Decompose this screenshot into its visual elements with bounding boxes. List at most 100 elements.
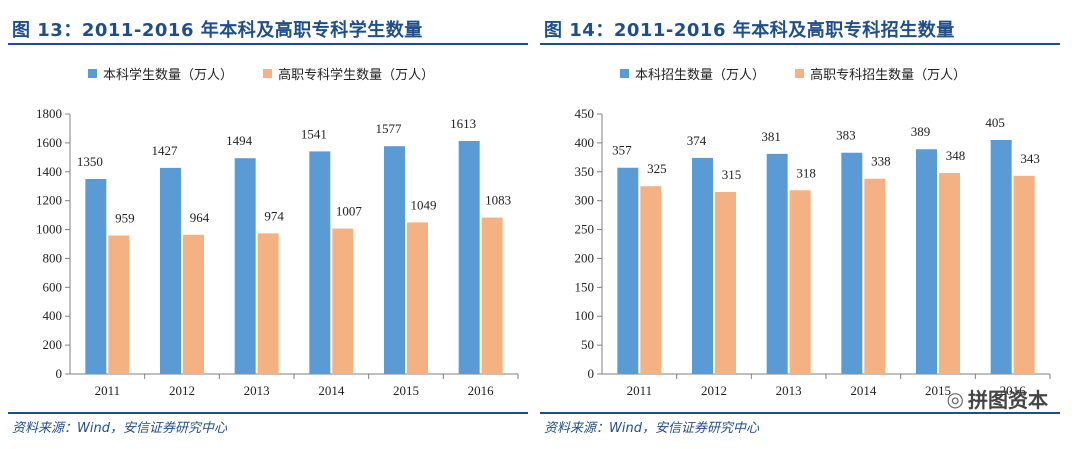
data-label: 1350 xyxy=(77,154,103,169)
y-tick-label: 1800 xyxy=(36,106,62,121)
x-tick-label: 2012 xyxy=(701,383,727,398)
bar-orange xyxy=(715,192,736,374)
data-label: 1613 xyxy=(450,116,476,131)
x-tick-label: 2013 xyxy=(244,383,270,398)
bar-blue xyxy=(234,158,256,374)
y-tick-label: 1600 xyxy=(36,135,62,150)
source-divider xyxy=(8,412,528,414)
bar-blue xyxy=(692,157,713,374)
bar-orange xyxy=(257,233,279,374)
bar-orange xyxy=(939,172,960,374)
data-label: 1007 xyxy=(336,204,363,219)
bar-blue xyxy=(160,167,181,374)
bar-chart-students: 0 200 400 600 800 1000 1200 1400 1600 1800 1350 959… xyxy=(36,106,519,398)
data-label: 1494 xyxy=(226,133,253,148)
data-label: 1427 xyxy=(152,143,179,158)
source-note: 资料来源：Wind，安信证券研究中心 xyxy=(12,421,227,436)
y-tick-label: 200 xyxy=(43,337,63,352)
data-label: 315 xyxy=(722,167,742,182)
data-label: 964 xyxy=(190,210,210,225)
bar-orange xyxy=(183,234,204,374)
bar-blue xyxy=(990,140,1012,374)
x-tick-label: 2011 xyxy=(95,383,121,398)
data-label: 405 xyxy=(985,115,1005,130)
data-label: 383 xyxy=(836,128,856,143)
bar-blue xyxy=(458,141,480,374)
y-tick-label: 300 xyxy=(575,193,595,208)
data-label: 374 xyxy=(687,133,707,148)
bar-orange xyxy=(1013,175,1035,374)
bar-orange xyxy=(481,217,503,374)
bar-blue xyxy=(916,149,937,374)
bar-chart-enrollment: 0 50 100 150 200 250 300 350 400 450 357 325 2011 374… xyxy=(575,106,1051,398)
source-note: 资料来源：Wind，安信证券研究中心 xyxy=(544,421,759,436)
legend-item-undergrad: 本科招生数量（万人） xyxy=(620,64,765,83)
data-label: 338 xyxy=(871,154,891,169)
legend-item-vocational: 高职专科学生数量（万人） xyxy=(263,64,434,83)
chart-title: 图 14：2011-2016 年本科及高职专科招生数量 xyxy=(544,20,955,41)
y-tick-label: 1200 xyxy=(36,193,62,208)
data-label: 343 xyxy=(1020,151,1040,166)
y-tick-label: 200 xyxy=(575,250,595,265)
legend-item-undergrad: 本科学生数量（万人） xyxy=(88,64,233,83)
y-tick-label: 800 xyxy=(43,250,63,265)
data-label: 1541 xyxy=(301,126,327,141)
y-tick-label: 400 xyxy=(43,308,63,323)
chart-panel-students: 图 13：2011-2016 年本科及高职专科学生数量 本科学生数量（万人） 高… xyxy=(8,0,538,449)
x-tick-label: 2014 xyxy=(850,383,877,398)
bar-orange xyxy=(864,178,886,374)
source-divider xyxy=(540,412,1060,414)
legend: 本科招生数量（万人） 高职专科招生数量（万人） xyxy=(620,64,992,83)
y-tick-label: 350 xyxy=(575,164,595,179)
legend-swatch-orange xyxy=(263,69,273,78)
legend-swatch-orange xyxy=(795,69,805,78)
y-tick-label: 150 xyxy=(575,279,595,294)
legend-label: 高职专科学生数量（万人） xyxy=(278,68,435,83)
data-label: 325 xyxy=(647,161,667,176)
y-tick-label: 0 xyxy=(588,366,595,381)
legend-item-vocational: 高职专科招生数量（万人） xyxy=(795,64,966,83)
x-tick-label: 2016 xyxy=(468,383,495,398)
data-label: 974 xyxy=(264,208,284,223)
bar-blue xyxy=(309,151,331,374)
legend-label: 高职专科招生数量（万人） xyxy=(810,68,967,83)
chart-title: 图 13：2011-2016 年本科及高职专科学生数量 xyxy=(12,20,423,41)
bar-orange xyxy=(789,190,811,374)
data-label: 357 xyxy=(612,143,632,158)
bar-blue xyxy=(766,153,788,374)
title-divider xyxy=(8,43,528,45)
x-tick-label: 2014 xyxy=(318,383,345,398)
data-label: 381 xyxy=(761,129,781,144)
watermark: ◎ 拼图资本 xyxy=(947,384,1048,413)
y-tick-label: 0 xyxy=(56,366,63,381)
legend-label: 本科学生数量（万人） xyxy=(103,68,234,83)
y-tick-label: 100 xyxy=(575,308,595,323)
y-tick-label: 450 xyxy=(575,106,595,121)
bar-orange xyxy=(332,228,354,374)
x-tick-label: 2015 xyxy=(393,383,419,398)
legend-swatch-blue xyxy=(88,69,97,78)
x-tick-label: 2012 xyxy=(169,383,195,398)
y-tick-label: 1400 xyxy=(36,164,62,179)
x-tick-label: 2013 xyxy=(776,383,802,398)
bar-blue xyxy=(841,152,863,374)
data-label: 1083 xyxy=(485,193,511,208)
x-tick-label: 2015 xyxy=(925,383,951,398)
x-tick-label: 2016 xyxy=(1000,383,1027,398)
bar-orange xyxy=(108,235,130,374)
y-tick-label: 1000 xyxy=(36,222,62,237)
bar-orange xyxy=(407,222,428,374)
bar-blue xyxy=(617,167,639,374)
y-tick-label: 50 xyxy=(581,337,594,352)
y-tick-label: 600 xyxy=(43,279,63,294)
bar-orange xyxy=(640,186,662,374)
chart-panel-enrollment: 图 14：2011-2016 年本科及高职专科招生数量 本科招生数量（万人） 高… xyxy=(540,0,1070,449)
legend-swatch-blue xyxy=(620,69,629,78)
y-tick-label: 400 xyxy=(575,135,595,150)
data-label: 318 xyxy=(796,165,816,180)
legend: 本科学生数量（万人） 高职专科学生数量（万人） xyxy=(88,64,460,83)
wechat-icon: ◎ xyxy=(946,386,964,411)
x-tick-label: 2011 xyxy=(627,383,653,398)
data-label: 1049 xyxy=(411,197,437,212)
data-label: 1577 xyxy=(376,121,403,136)
